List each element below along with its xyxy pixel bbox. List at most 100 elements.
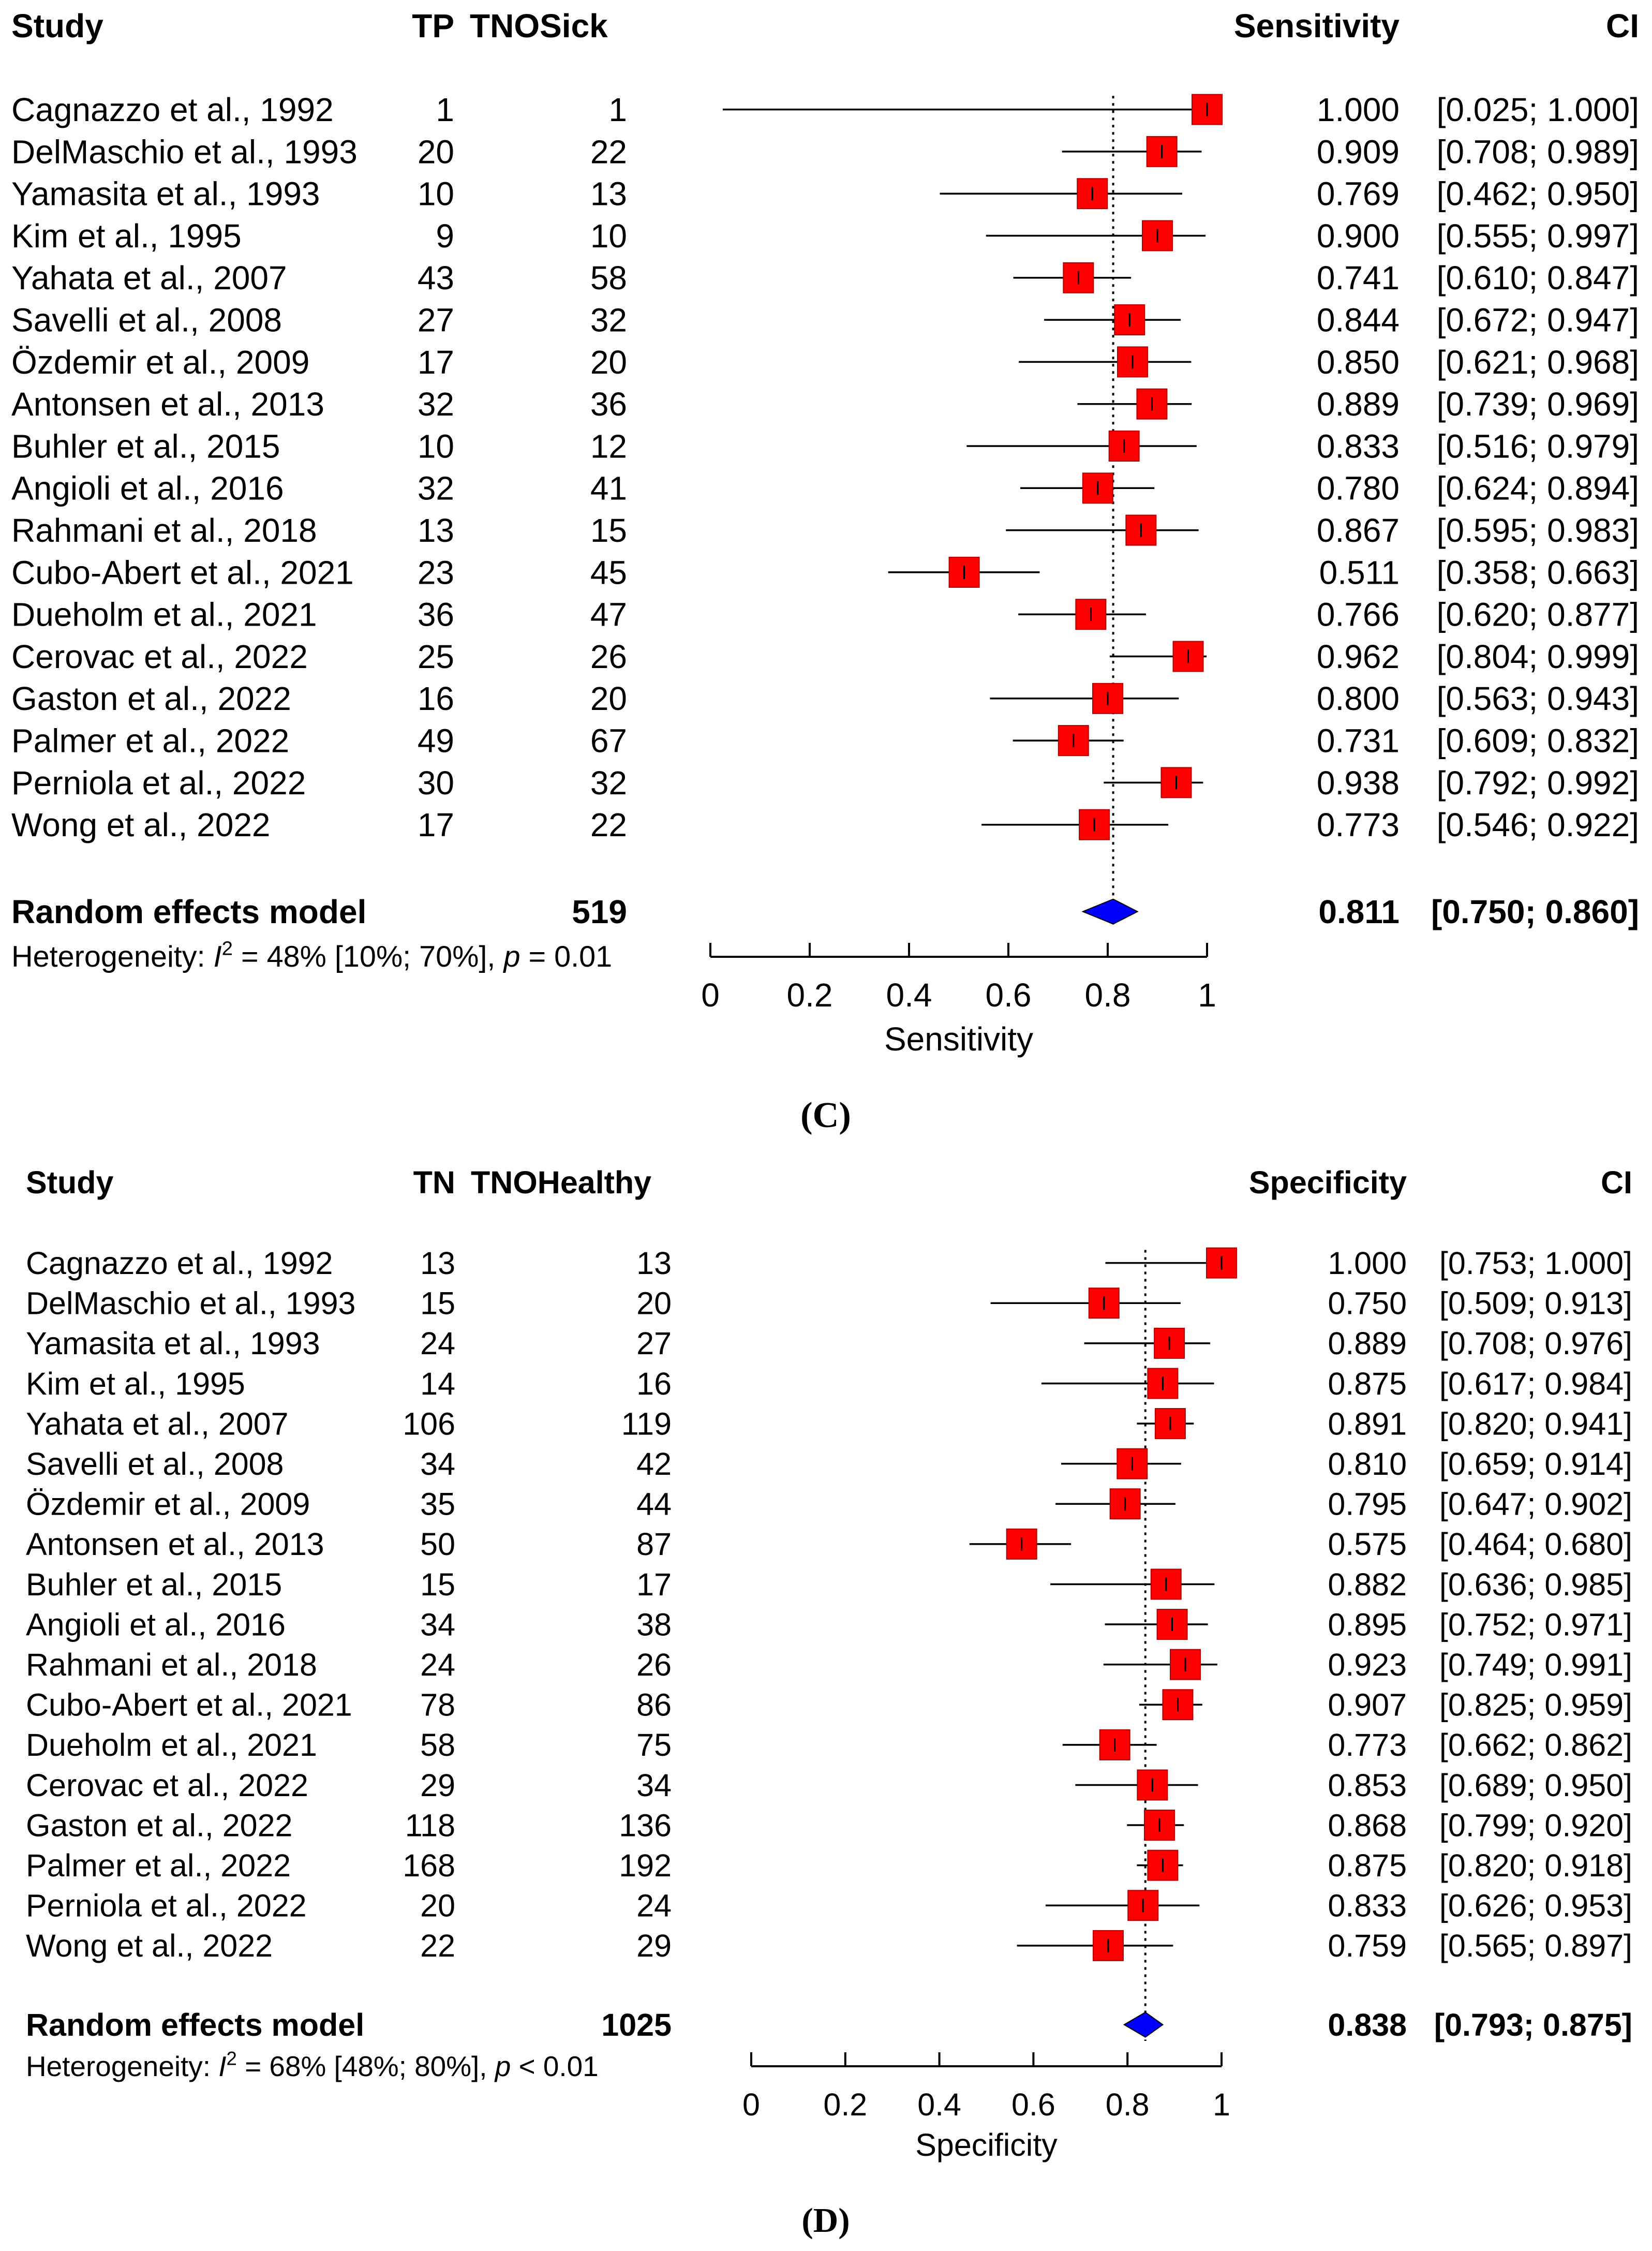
study-events: 25 <box>418 638 454 675</box>
study-events: 168 <box>403 1848 455 1883</box>
study-row: Palmer et al., 2022 49 67 0.731 [0.609; 0.83… <box>11 722 1639 760</box>
x-axis: 0 0.2 0.4 0.6 0.8 1 Specificity <box>742 2052 1230 2163</box>
study-row: Cagnazzo et al., 1992 1 1 1.000 [0.025; 1.00… <box>11 91 1639 128</box>
study-events: 23 <box>418 554 454 591</box>
study-name: Özdemir et al., 2009 <box>11 344 309 381</box>
x-tick-label: 0.4 <box>917 2087 961 2122</box>
study-events: 30 <box>418 764 454 802</box>
study-total: 13 <box>590 175 627 213</box>
x-tick-label: 0 <box>742 2087 760 2122</box>
summary-estimate: 0.838 <box>1328 2007 1407 2042</box>
study-row: Özdemir et al., 2009 35 44 0.795 [0.647; 0.9… <box>26 1487 1632 1522</box>
x-tick-label: 0.6 <box>986 976 1032 1014</box>
study-estimate: 0.773 <box>1317 806 1400 843</box>
study-total: 67 <box>590 722 627 760</box>
study-row: DelMaschio et al., 1993 15 20 0.750 [0.509; … <box>26 1286 1632 1321</box>
header-ci: CI <box>1601 1165 1632 1200</box>
header-events: TP <box>412 7 454 45</box>
study-total: 192 <box>619 1848 672 1883</box>
study-ci: [0.749; 0.991] <box>1439 1647 1632 1682</box>
study-name: DelMaschio et al., 1993 <box>11 133 358 170</box>
summary-total: 1025 <box>601 2007 672 2042</box>
study-name: Cerovac et al., 2022 <box>11 638 308 675</box>
study-row: Antonsen et al., 2013 32 36 0.889 [0.739; 0.… <box>11 386 1639 423</box>
study-name: Cagnazzo et al., 1992 <box>11 91 334 128</box>
study-name: Cagnazzo et al., 1992 <box>26 1246 333 1281</box>
study-ci: [0.792; 0.992] <box>1437 764 1639 802</box>
study-name: Gaston et al., 2022 <box>11 680 291 717</box>
study-ci: [0.659; 0.914] <box>1439 1446 1632 1482</box>
study-row: Yahata et al., 2007 43 58 0.741 [0.610; 0.84… <box>11 259 1639 297</box>
study-estimate: 0.766 <box>1317 596 1400 633</box>
study-name: Rahmani et al., 2018 <box>26 1647 317 1682</box>
study-total: 13 <box>636 1246 672 1281</box>
study-ci: [0.708; 0.976] <box>1439 1326 1632 1361</box>
header-events: TN <box>413 1165 455 1200</box>
study-row: Palmer et al., 2022 168 192 0.875 [0.820; 0.… <box>26 1848 1632 1883</box>
study-estimate: 0.853 <box>1328 1768 1407 1803</box>
x-tick-label: 0 <box>701 976 720 1014</box>
study-total: 47 <box>590 596 627 633</box>
study-ci: [0.799; 0.920] <box>1439 1808 1632 1843</box>
study-total: 42 <box>636 1446 672 1482</box>
study-total: 119 <box>621 1406 672 1441</box>
study-events: 9 <box>436 217 454 255</box>
study-row: Cubo-Abert et al., 2021 78 86 0.907 [0.825; … <box>26 1687 1632 1723</box>
study-total: 87 <box>636 1527 672 1562</box>
study-ci: [0.565; 0.897] <box>1439 1928 1632 1963</box>
study-row: Rahmani et al., 2018 24 26 0.923 [0.749; 0.9… <box>26 1647 1632 1682</box>
study-ci: [0.708; 0.989] <box>1437 133 1639 170</box>
study-ci: [0.358; 0.663] <box>1437 554 1639 591</box>
study-row: Yamasita et al., 1993 10 13 0.769 [0.462; 0.… <box>11 175 1639 213</box>
heterogeneity-text: Heterogeneity: I2 = 68% [48%; 80%], p < … <box>26 2048 599 2082</box>
study-row: Savelli et al., 2008 27 32 0.844 [0.672; 0.9… <box>11 302 1639 339</box>
study-row: Angioli et al., 2016 32 41 0.780 [0.624; 0.8… <box>11 470 1639 507</box>
study-ci: [0.464; 0.680] <box>1439 1527 1632 1562</box>
study-total: 45 <box>590 554 627 591</box>
study-marker <box>1142 220 1173 251</box>
study-name: Wong et al., 2022 <box>26 1928 273 1963</box>
study-events: 1 <box>436 91 454 128</box>
study-events: 49 <box>418 722 454 760</box>
study-ci: [0.516; 0.979] <box>1437 427 1639 465</box>
study-events: 20 <box>418 133 454 170</box>
study-name: Kim et al., 1995 <box>26 1366 245 1401</box>
x-tick-label: 0.2 <box>823 2087 867 2122</box>
study-total: 136 <box>619 1808 672 1843</box>
study-estimate: 0.875 <box>1328 1366 1407 1401</box>
study-estimate: 0.891 <box>1328 1406 1407 1441</box>
study-total: 26 <box>590 638 627 675</box>
study-name: DelMaschio et al., 1993 <box>26 1286 355 1321</box>
study-ci: [0.820; 0.941] <box>1439 1406 1632 1441</box>
study-row: Perniola et al., 2022 30 32 0.938 [0.792; 0.… <box>11 764 1639 802</box>
study-row: Özdemir et al., 2009 17 20 0.850 [0.621; 0.9… <box>11 344 1639 381</box>
study-name: Yahata et al., 2007 <box>26 1406 289 1441</box>
study-name: Cubo-Abert et al., 2021 <box>11 554 354 591</box>
study-events: 32 <box>418 470 454 507</box>
forest-panel-specificity: Study TN TNOHealthy Specificity CI Cagnazzo e… <box>26 1165 1632 2240</box>
study-ci: [0.595; 0.983] <box>1437 512 1639 549</box>
study-events: 10 <box>418 175 454 213</box>
summary-diamond <box>1123 2011 1164 2038</box>
study-total: 22 <box>590 133 627 170</box>
header-ci: CI <box>1606 7 1639 45</box>
summary-estimate: 0.811 <box>1318 893 1400 930</box>
study-name: Angioli et al., 2016 <box>26 1607 286 1642</box>
study-ci: [0.025; 1.000] <box>1437 91 1639 128</box>
study-name: Savelli et al., 2008 <box>26 1446 284 1482</box>
study-estimate: 0.769 <box>1317 175 1400 213</box>
study-events: 13 <box>420 1246 455 1281</box>
summary-diamond <box>1081 898 1139 925</box>
study-estimate: 0.882 <box>1328 1567 1407 1602</box>
study-name: Yamasita et al., 1993 <box>26 1326 320 1361</box>
study-ci: [0.462; 0.950] <box>1437 175 1639 213</box>
study-estimate: 0.868 <box>1328 1808 1407 1843</box>
study-events: 29 <box>420 1768 455 1803</box>
study-total: 1 <box>608 91 627 128</box>
study-name: Dueholm et al., 2021 <box>26 1727 317 1763</box>
study-name: Gaston et al., 2022 <box>26 1808 292 1843</box>
study-estimate: 0.511 <box>1319 554 1400 591</box>
study-name: Antonsen et al., 2013 <box>11 386 324 423</box>
study-ci: [0.825; 0.959] <box>1439 1687 1632 1723</box>
